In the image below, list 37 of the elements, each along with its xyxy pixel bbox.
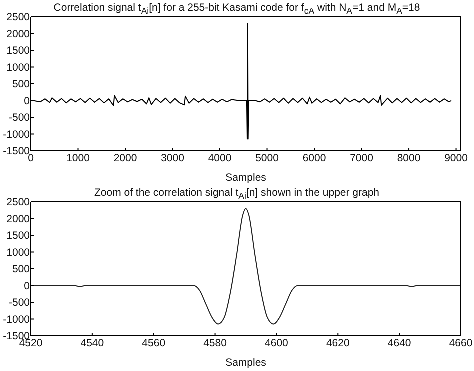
y-tick-label: 500 [12,78,30,91]
x-tick-label: 9000 [444,152,468,164]
y-tick-label: 2000 [6,213,30,226]
x-tick-label: 4620 [326,337,350,350]
chart-title: Correlation signal t$_{Ai}$[n] for a 255-bit Kasami code for f$_{cA}$ with N$_{A}$=1 and M$_{A}$=18 [54,2,420,16]
x-tick-label: 4000 [208,152,232,164]
x-axis-title: Samples [226,357,266,369]
y-tick-label: 2500 [6,196,30,209]
x-tick-label: 7000 [350,152,374,164]
x-tick-label: 2000 [114,152,138,164]
y-tick-label: -500 [8,297,30,310]
y-tick-label: 1000 [6,246,30,259]
x-tick-label: 4660 [449,337,473,350]
x-tick-label: 5000 [256,152,280,164]
x-tick-label: 3000 [161,152,185,164]
x-tick-label: 4580 [204,337,228,350]
y-tick-label: -1000 [3,314,30,326]
y-tick-label: 1000 [6,62,30,74]
x-tick-label: 4640 [388,337,412,350]
x-tick-label: 8000 [397,152,421,164]
y-tick-label: 1500 [6,230,30,242]
x-tick-label: 6000 [302,152,326,164]
x-axis-title: Samples [226,172,266,184]
line-series [31,208,461,325]
y-tick-label: 0 [24,95,30,108]
x-tick-label: 4540 [80,337,104,350]
chart-title: Zoom of the correlation signal t$_{Ai}$[n] shown in the upper graph [94,187,380,202]
y-tick-label: 500 [12,264,30,276]
x-tick-label: 1000 [66,152,90,164]
x-tick-label: 4600 [265,337,289,350]
y-tick-label: -1000 [3,128,30,141]
y-tick-label: -500 [8,112,30,124]
y-tick-label: 2500 [6,12,30,24]
y-tick-label: 1500 [6,45,30,58]
y-tick-label: 2000 [6,28,30,40]
y-tick-label: 0 [24,280,30,292]
x-tick-label: 4560 [142,337,166,350]
